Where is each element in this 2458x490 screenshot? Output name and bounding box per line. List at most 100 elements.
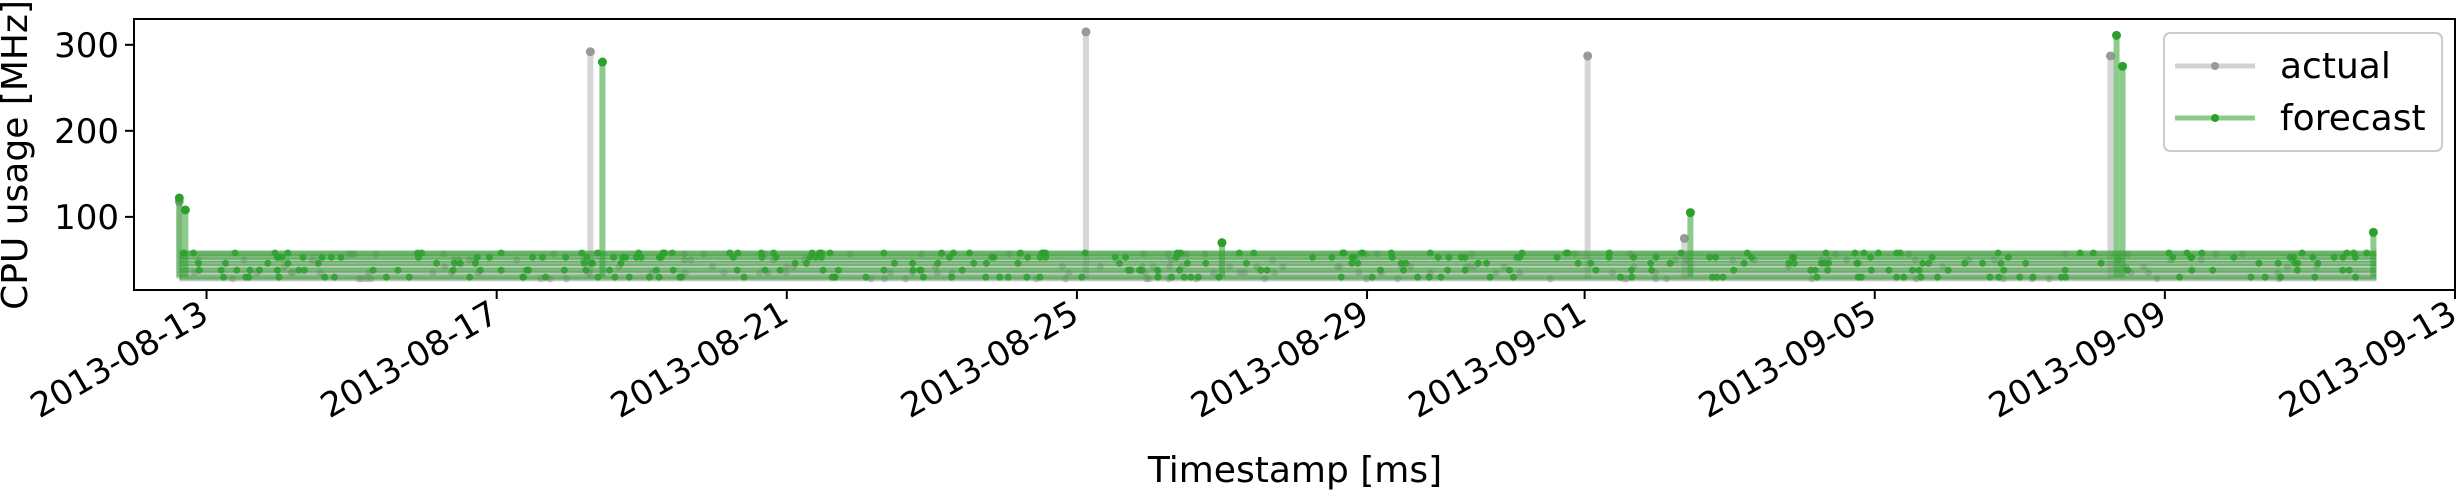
series-forecast-point (1445, 253, 1453, 261)
series-forecast-point (1986, 273, 1994, 281)
x-axis-title: Timestamp [ms] (1147, 450, 1442, 490)
series-forecast-point (466, 273, 474, 281)
series-actual-spike-point (1679, 233, 1689, 243)
series-forecast-point (1250, 249, 1258, 257)
series-forecast-point (1677, 249, 1685, 257)
series-forecast-point (938, 249, 946, 257)
series-forecast-point (318, 253, 326, 261)
series-forecast-point (1574, 259, 1582, 267)
series-forecast-point (369, 266, 377, 274)
series-forecast-point (619, 253, 627, 261)
series-forecast-point (497, 266, 505, 274)
series-forecast-point (2187, 253, 2195, 261)
series-forecast-spike-point (597, 57, 607, 67)
series-forecast-point (909, 259, 917, 267)
series-forecast-point (1154, 266, 1162, 274)
legend-marker-forecast (2211, 114, 2219, 122)
series-forecast-point (1078, 273, 1086, 281)
series-forecast-point (1111, 253, 1119, 261)
series-forecast-point (1377, 266, 1384, 274)
series-forecast-point (1867, 253, 1874, 261)
series-forecast-point (2169, 253, 2177, 261)
series-forecast-point (433, 259, 441, 267)
series-forecast-point (2339, 266, 2347, 274)
series-forecast-point (1919, 259, 1927, 267)
series-forecast-spike-point (1685, 208, 1695, 218)
series-forecast-point (520, 273, 527, 281)
series-forecast-point (818, 253, 825, 261)
series-forecast-point (476, 266, 484, 274)
series-forecast-point (1513, 253, 1521, 261)
series-actual-spike-point (1583, 51, 1593, 61)
series-forecast-point (1444, 266, 1452, 274)
series-forecast-point (1824, 266, 1832, 274)
series-forecast-point (582, 266, 590, 274)
series-forecast (174, 30, 2378, 281)
series-forecast-point (606, 266, 613, 274)
series-forecast-point (471, 259, 479, 267)
series-forecast-point (645, 273, 653, 281)
series-forecast-point (655, 273, 663, 281)
series-forecast-point (529, 253, 537, 261)
series-forecast-point (2255, 259, 2263, 267)
series-forecast-point (542, 273, 549, 281)
legend: actual forecast (2163, 32, 2443, 152)
series-forecast-point (734, 249, 742, 257)
series-forecast-point (562, 253, 570, 261)
series-forecast-point (2290, 253, 2298, 261)
series-forecast-point (1004, 273, 1012, 281)
series-forecast-point (1081, 249, 1089, 257)
series-forecast-point (2057, 273, 2065, 281)
series-forecast-point (1486, 273, 1494, 281)
series-forecast-point (2188, 266, 2196, 274)
series-forecast-point (2291, 259, 2299, 267)
series-forecast-point (862, 273, 870, 281)
series-forecast-point (965, 249, 973, 257)
series-forecast-point (1138, 266, 1146, 274)
series-forecast-point (1328, 253, 1336, 261)
series-forecast-point (222, 259, 229, 267)
series-forecast-point (726, 249, 734, 257)
series-forecast-point (1822, 249, 1830, 257)
series-forecast-point (1915, 266, 1923, 274)
series-forecast-point (2004, 253, 2012, 261)
series-forecast-point (1510, 273, 1517, 281)
series-forecast-point (1817, 259, 1825, 267)
series-forecast-point (1263, 266, 1271, 274)
series-forecast-point (1506, 266, 1513, 274)
series-forecast-point (880, 249, 888, 257)
series-forecast-point (451, 259, 459, 267)
legend-marker-actual (2211, 62, 2219, 70)
series-forecast-point (919, 273, 927, 281)
series-actual-spike-point (2105, 51, 2115, 61)
series-forecast-point (1359, 249, 1367, 257)
series-forecast-point (1885, 266, 1893, 274)
series-forecast-point (1790, 259, 1798, 267)
series-forecast-point (2311, 273, 2319, 281)
series-forecast-point (1706, 253, 1714, 261)
series-forecast-point (1400, 266, 1407, 274)
series-forecast-point (1402, 259, 1410, 267)
series-forecast-point (1708, 273, 1716, 281)
series-forecast-point (1928, 253, 1936, 261)
series-forecast-point (1187, 273, 1195, 281)
series-forecast-point (611, 273, 619, 281)
series-forecast-point (273, 266, 281, 274)
series-forecast-point (988, 253, 996, 261)
series-forecast-point (1562, 249, 1570, 257)
series-forecast-point (539, 253, 546, 261)
series-forecast-point (2351, 253, 2359, 261)
series-forecast-point (321, 273, 329, 281)
series-forecast-point (2294, 266, 2301, 274)
series-forecast-point (256, 266, 263, 274)
series-forecast-point (1309, 253, 1317, 261)
series-forecast-point (578, 249, 586, 257)
series-forecast-point (1874, 249, 1882, 257)
legend-label-forecast: forecast (2280, 98, 2426, 139)
series-forecast-point (2198, 249, 2206, 257)
series-forecast-point (880, 266, 888, 274)
series-forecast-point (2343, 249, 2351, 257)
series-forecast-point (2345, 266, 2353, 274)
